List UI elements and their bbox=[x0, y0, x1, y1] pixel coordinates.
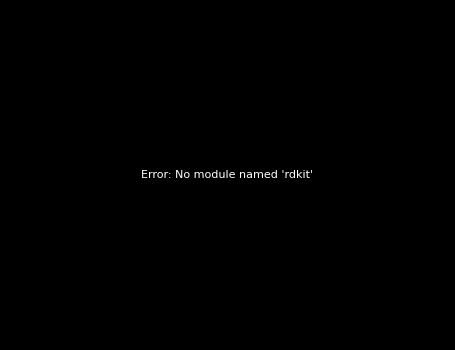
Text: Error: No module named 'rdkit': Error: No module named 'rdkit' bbox=[142, 170, 313, 180]
